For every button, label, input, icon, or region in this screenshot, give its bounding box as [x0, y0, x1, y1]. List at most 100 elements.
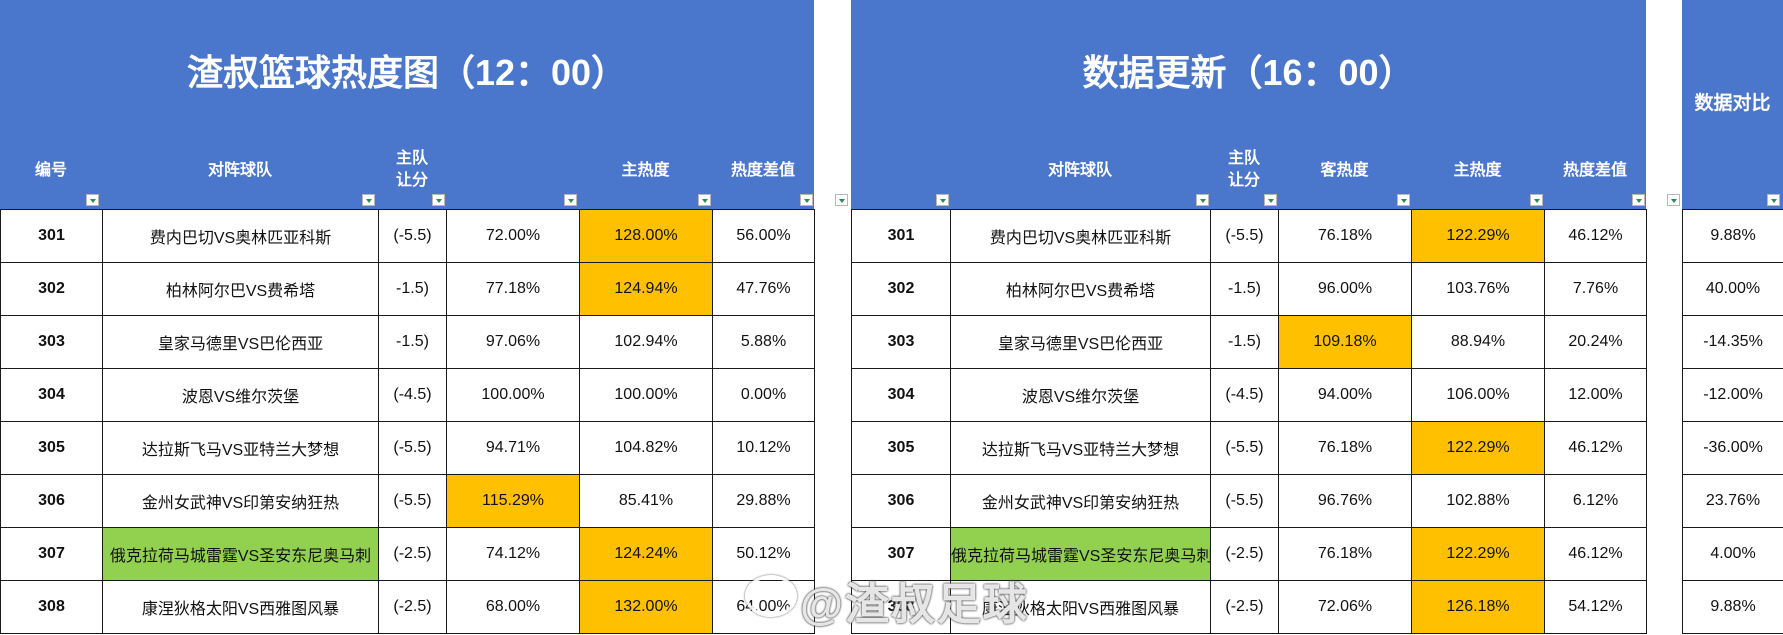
row-id[interactable]: 302 [0, 262, 103, 316]
away-heat-cell[interactable]: 76.18% [1278, 527, 1412, 581]
diff-cell[interactable]: 0.00% [712, 368, 815, 422]
away-heat-cell[interactable]: 77.18% [446, 262, 580, 316]
match-cell[interactable]: 俄克拉荷马城雷霆VS圣安东尼奥马刺 [950, 527, 1211, 581]
handicap-cell[interactable]: (-5.5) [378, 209, 447, 263]
handicap-cell[interactable]: -1.5) [1210, 262, 1279, 316]
handicap-cell[interactable]: (-2.5) [1210, 580, 1279, 634]
row-id[interactable]: 305 [851, 421, 951, 475]
away-heat-cell[interactable]: 72.00% [446, 209, 580, 263]
home-heat-cell[interactable]: 128.00% [579, 209, 713, 263]
compare-cell[interactable]: 4.00% [1682, 527, 1783, 581]
filter-dropdown-icon[interactable] [86, 194, 99, 206]
diff-cell[interactable]: 12.00% [1544, 368, 1647, 422]
handicap-cell[interactable]: (-5.5) [1210, 474, 1279, 528]
handicap-cell[interactable]: (-4.5) [1210, 368, 1279, 422]
diff-cell[interactable]: 50.12% [712, 527, 815, 581]
home-heat-cell[interactable]: 124.94% [579, 262, 713, 316]
row-id[interactable]: 303 [851, 315, 951, 369]
away-heat-cell[interactable]: 94.71% [446, 421, 580, 475]
match-cell[interactable]: 费内巴切VS奥林匹亚科斯 [102, 209, 379, 263]
row-id[interactable]: 301 [0, 209, 103, 263]
home-heat-cell[interactable]: 103.76% [1411, 262, 1545, 316]
filter-dropdown-icon[interactable] [1632, 194, 1645, 206]
compare-cell[interactable]: -36.00% [1682, 421, 1783, 475]
match-cell[interactable]: 金州女武神VS印第安纳狂热 [950, 474, 1211, 528]
home-heat-cell[interactable]: 88.94% [1411, 315, 1545, 369]
filter-dropdown-icon[interactable] [936, 194, 949, 206]
row-id[interactable]: 305 [0, 421, 103, 475]
match-cell[interactable]: 康涅狄格太阳VS西雅图风暴 [950, 580, 1211, 634]
row-id[interactable]: 301 [851, 209, 951, 263]
diff-cell[interactable]: 56.00% [712, 209, 815, 263]
row-id[interactable]: 303 [0, 315, 103, 369]
away-heat-cell[interactable]: 76.18% [1278, 421, 1412, 475]
compare-cell[interactable]: -12.00% [1682, 368, 1783, 422]
match-cell[interactable]: 达拉斯飞马VS亚特兰大梦想 [102, 421, 379, 475]
away-heat-cell[interactable]: 115.29% [446, 474, 580, 528]
handicap-cell[interactable]: (-5.5) [378, 421, 447, 475]
home-heat-cell[interactable]: 132.00% [579, 580, 713, 634]
home-heat-cell[interactable]: 122.29% [1411, 209, 1545, 263]
home-heat-cell[interactable]: 126.18% [1411, 580, 1545, 634]
filter-dropdown-icon[interactable] [432, 194, 445, 206]
handicap-cell[interactable]: (-4.5) [378, 368, 447, 422]
handicap-cell[interactable]: (-5.5) [378, 474, 447, 528]
diff-cell[interactable]: 7.76% [1544, 262, 1647, 316]
home-heat-cell[interactable]: 122.29% [1411, 527, 1545, 581]
match-cell[interactable]: 俄克拉荷马城雷霆VS圣安东尼奥马刺 [102, 527, 379, 581]
away-heat-cell[interactable]: 97.06% [446, 315, 580, 369]
filter-dropdown-icon[interactable] [1530, 194, 1543, 206]
away-heat-cell[interactable]: 96.00% [1278, 262, 1412, 316]
home-heat-cell[interactable]: 124.24% [579, 527, 713, 581]
away-heat-cell[interactable]: 72.06% [1278, 580, 1412, 634]
handicap-cell[interactable]: (-5.5) [1210, 421, 1279, 475]
filter-dropdown-icon[interactable] [1264, 194, 1277, 206]
diff-cell[interactable]: 46.12% [1544, 421, 1647, 475]
row-id[interactable]: 302 [851, 262, 951, 316]
match-cell[interactable]: 金州女武神VS印第安纳狂热 [102, 474, 379, 528]
handicap-cell[interactable]: -1.5) [1210, 315, 1279, 369]
diff-cell[interactable]: 10.12% [712, 421, 815, 475]
home-heat-cell[interactable]: 102.94% [579, 315, 713, 369]
filter-dropdown-icon[interactable] [1667, 194, 1680, 206]
compare-cell[interactable]: 40.00% [1682, 262, 1783, 316]
match-cell[interactable]: 波恩VS维尔茨堡 [102, 368, 379, 422]
home-heat-cell[interactable]: 100.00% [579, 368, 713, 422]
handicap-cell[interactable]: (-2.5) [1210, 527, 1279, 581]
away-heat-cell[interactable]: 96.76% [1278, 474, 1412, 528]
row-id[interactable]: 304 [851, 368, 951, 422]
handicap-cell[interactable]: (-5.5) [1210, 209, 1279, 263]
home-heat-cell[interactable]: 122.29% [1411, 421, 1545, 475]
diff-cell[interactable]: 29.88% [712, 474, 815, 528]
filter-dropdown-icon[interactable] [1767, 194, 1780, 206]
match-cell[interactable]: 皇家马德里VS巴伦西亚 [950, 315, 1211, 369]
diff-cell[interactable]: 46.12% [1544, 209, 1647, 263]
filter-dropdown-icon[interactable] [800, 194, 813, 206]
handicap-cell[interactable]: -1.5) [378, 315, 447, 369]
row-id[interactable]: 308 [0, 580, 103, 634]
home-heat-cell[interactable]: 102.88% [1411, 474, 1545, 528]
diff-cell[interactable]: 46.12% [1544, 527, 1647, 581]
row-id[interactable]: 307 [0, 527, 103, 581]
match-cell[interactable]: 柏林阿尔巴VS费希塔 [950, 262, 1211, 316]
away-heat-cell[interactable]: 76.18% [1278, 209, 1412, 263]
home-heat-cell[interactable]: 104.82% [579, 421, 713, 475]
filter-dropdown-icon[interactable] [564, 194, 577, 206]
compare-cell[interactable]: -14.35% [1682, 315, 1783, 369]
match-cell[interactable]: 费内巴切VS奥林匹亚科斯 [950, 209, 1211, 263]
row-id[interactable]: 304 [0, 368, 103, 422]
match-cell[interactable]: 康涅狄格太阳VS西雅图风暴 [102, 580, 379, 634]
filter-dropdown-icon[interactable] [835, 194, 848, 206]
filter-dropdown-icon[interactable] [1397, 194, 1410, 206]
row-id[interactable]: 306 [0, 474, 103, 528]
diff-cell[interactable]: 20.24% [1544, 315, 1647, 369]
home-heat-cell[interactable]: 85.41% [579, 474, 713, 528]
match-cell[interactable]: 皇家马德里VS巴伦西亚 [102, 315, 379, 369]
away-heat-cell[interactable]: 68.00% [446, 580, 580, 634]
filter-dropdown-icon[interactable] [362, 194, 375, 206]
handicap-cell[interactable]: (-2.5) [378, 527, 447, 581]
compare-cell[interactable]: 9.88% [1682, 209, 1783, 263]
home-heat-cell[interactable]: 106.00% [1411, 368, 1545, 422]
row-id[interactable]: 306 [851, 474, 951, 528]
diff-cell[interactable]: 6.12% [1544, 474, 1647, 528]
